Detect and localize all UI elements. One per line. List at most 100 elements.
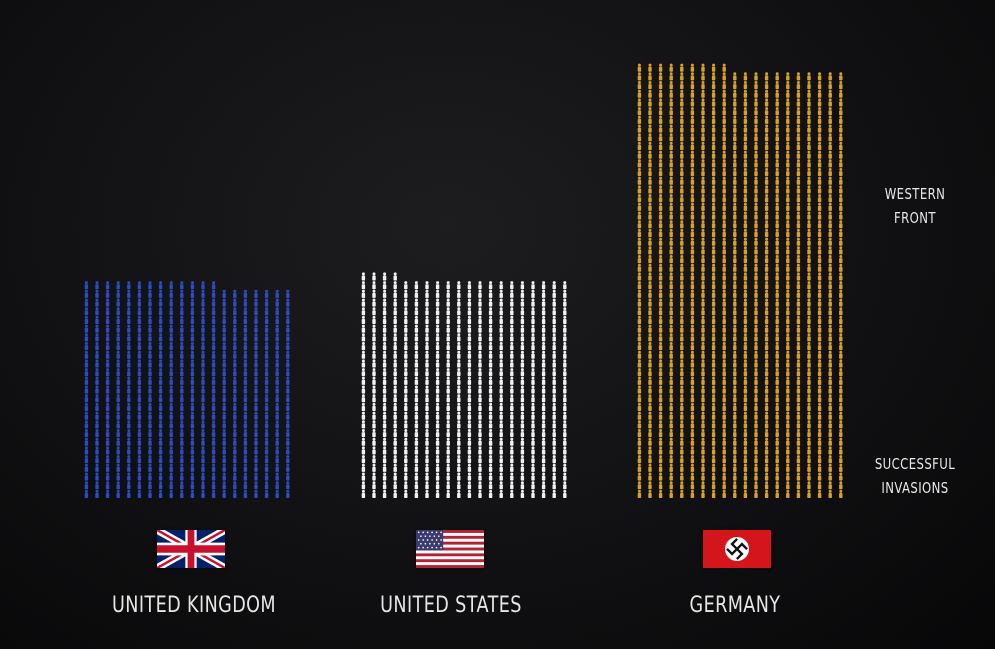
person-figure	[243, 463, 248, 472]
person-figure	[796, 429, 801, 438]
person-figure	[690, 202, 695, 211]
person-figure	[733, 472, 737, 481]
person-figure	[116, 463, 120, 472]
person-figure	[648, 185, 652, 194]
person-figure	[264, 489, 269, 498]
person-figure	[775, 255, 779, 264]
person-figure	[478, 446, 482, 455]
person-figure	[669, 350, 673, 359]
person-figure	[839, 324, 843, 333]
person-figure	[722, 263, 726, 272]
person-figure	[722, 481, 726, 490]
person-figure	[211, 385, 216, 394]
person-figure	[552, 489, 556, 498]
person-figure	[541, 472, 546, 481]
person-figure	[637, 298, 642, 307]
person-figure	[254, 402, 258, 411]
person-figure	[201, 481, 205, 490]
person-figure	[190, 429, 195, 438]
person-figure	[839, 429, 843, 438]
person-figure	[817, 298, 822, 307]
person-figure	[722, 298, 726, 307]
person-figure	[690, 402, 695, 411]
person-figure	[680, 333, 684, 342]
person-figure	[680, 194, 684, 203]
person-figure	[786, 72, 790, 81]
person-figure	[361, 359, 366, 368]
person-figure	[669, 289, 673, 298]
person-figure	[690, 307, 695, 316]
person-figure	[541, 298, 546, 307]
person-figure	[807, 463, 811, 472]
person-figure	[637, 176, 642, 185]
person-figure	[541, 350, 546, 359]
person-figure	[414, 472, 419, 481]
person-figure	[658, 376, 663, 385]
person-figure	[722, 455, 726, 464]
person-figure	[669, 237, 673, 246]
person-figure	[733, 237, 737, 246]
person-figure	[828, 463, 832, 472]
person-figure	[361, 463, 366, 472]
person-figure	[169, 368, 173, 377]
person-figure	[754, 159, 758, 168]
person-figure	[807, 333, 811, 342]
person-figure	[796, 315, 801, 324]
person-figure	[222, 298, 226, 307]
person-figure	[690, 211, 695, 220]
person-figure	[510, 315, 514, 324]
person-figure	[711, 463, 716, 472]
person-figure	[733, 420, 737, 429]
person-figure	[478, 376, 482, 385]
person-figure	[839, 281, 843, 290]
person-figure	[382, 489, 387, 498]
person-figure	[222, 446, 226, 455]
person-figure	[722, 237, 726, 246]
person-figure	[764, 420, 769, 429]
person-figure	[435, 342, 440, 351]
person-figure	[478, 463, 482, 472]
person-figure	[754, 350, 758, 359]
person-figure	[510, 324, 514, 333]
person-figure	[743, 176, 748, 185]
person-figure	[137, 307, 142, 316]
person-figure	[690, 289, 695, 298]
person-figure	[722, 202, 726, 211]
person-figure	[817, 350, 822, 359]
person-figure	[180, 472, 184, 481]
person-figure	[669, 376, 673, 385]
person-figure	[828, 185, 832, 194]
person-figure	[669, 272, 673, 281]
person-figure	[169, 437, 173, 446]
person-figure	[457, 463, 461, 472]
person-figure	[127, 437, 131, 446]
person-figure	[658, 298, 663, 307]
person-figure	[563, 455, 567, 464]
person-figure	[211, 472, 216, 481]
person-figure	[404, 307, 408, 316]
person-figure	[669, 472, 673, 481]
person-figure	[435, 402, 440, 411]
person-figure	[478, 281, 482, 290]
person-figure	[754, 315, 758, 324]
person-figure	[754, 115, 758, 124]
person-figure	[754, 463, 758, 472]
person-figure	[275, 455, 279, 464]
person-figure	[243, 437, 248, 446]
person-figure	[425, 411, 429, 420]
person-figure	[201, 359, 205, 368]
person-figure	[743, 342, 748, 351]
person-figure	[563, 394, 567, 403]
person-figure	[254, 446, 258, 455]
person-figure	[711, 89, 716, 98]
person-figure	[372, 350, 376, 359]
person-figure	[84, 342, 89, 351]
person-figure	[658, 342, 663, 351]
person-figure	[796, 98, 801, 107]
person-figure	[658, 159, 663, 168]
person-figure	[690, 385, 695, 394]
person-figure	[95, 394, 99, 403]
person-figure	[817, 107, 822, 116]
person-figure	[531, 420, 535, 429]
person-figure	[817, 159, 822, 168]
